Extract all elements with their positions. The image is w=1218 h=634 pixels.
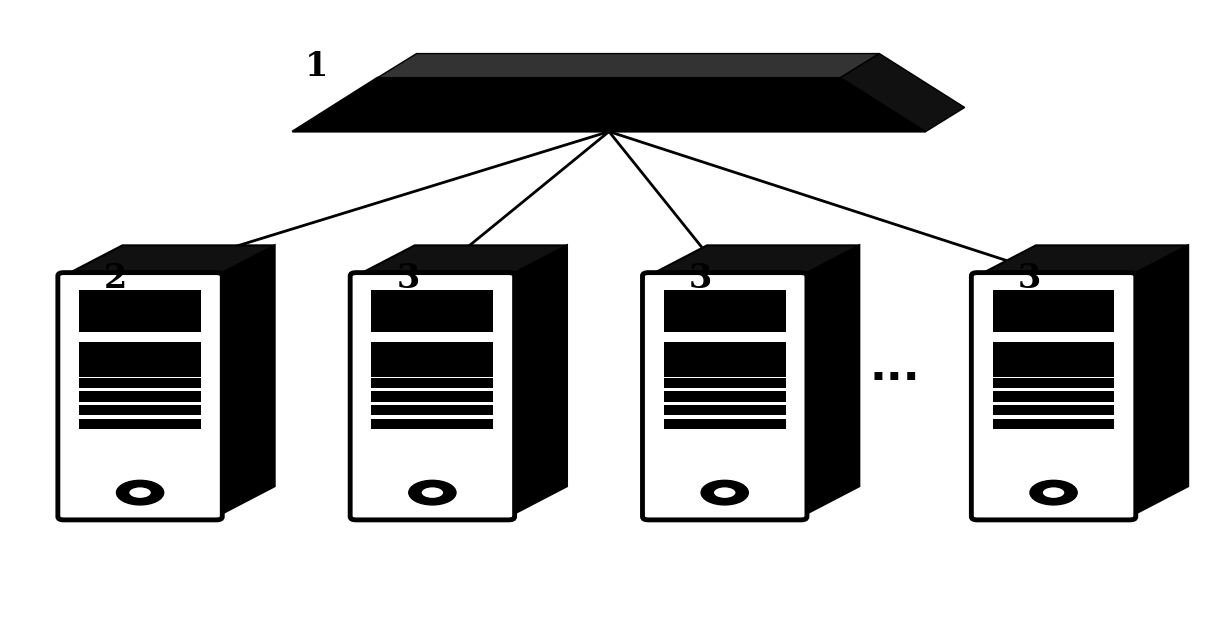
Circle shape xyxy=(1043,487,1065,498)
Circle shape xyxy=(117,481,163,505)
Text: 3: 3 xyxy=(1017,262,1041,295)
Bar xyxy=(664,378,786,388)
Text: ...: ... xyxy=(870,346,921,389)
Polygon shape xyxy=(509,245,566,517)
Bar xyxy=(664,342,786,377)
Bar xyxy=(371,290,493,332)
Circle shape xyxy=(1030,481,1077,505)
Polygon shape xyxy=(217,245,274,517)
Circle shape xyxy=(714,487,736,498)
Bar xyxy=(79,391,201,401)
Bar xyxy=(371,405,493,415)
Bar xyxy=(993,419,1114,429)
Polygon shape xyxy=(356,245,566,276)
Bar xyxy=(371,378,493,388)
Circle shape xyxy=(421,487,443,498)
Bar xyxy=(993,405,1114,415)
Bar xyxy=(993,290,1114,332)
Circle shape xyxy=(702,481,748,505)
Bar xyxy=(79,290,201,332)
Text: 3: 3 xyxy=(688,262,713,295)
FancyBboxPatch shape xyxy=(351,273,514,520)
Text: 2: 2 xyxy=(104,262,128,295)
Polygon shape xyxy=(292,78,926,132)
Polygon shape xyxy=(65,245,274,276)
Bar xyxy=(664,405,786,415)
Bar xyxy=(79,405,201,415)
FancyBboxPatch shape xyxy=(643,273,806,520)
Polygon shape xyxy=(378,54,879,78)
Bar xyxy=(664,419,786,429)
Circle shape xyxy=(409,481,456,505)
Bar xyxy=(371,342,493,377)
FancyBboxPatch shape xyxy=(972,273,1135,520)
Bar xyxy=(79,378,201,388)
Polygon shape xyxy=(977,245,1189,276)
Text: 3: 3 xyxy=(396,262,420,295)
Text: 1: 1 xyxy=(304,50,329,83)
Polygon shape xyxy=(840,54,965,132)
Polygon shape xyxy=(800,245,859,517)
Bar xyxy=(664,290,786,332)
Bar xyxy=(79,419,201,429)
Bar xyxy=(371,419,493,429)
Bar xyxy=(993,391,1114,401)
Bar xyxy=(371,391,493,401)
Polygon shape xyxy=(648,245,859,276)
Bar xyxy=(993,378,1114,388)
Circle shape xyxy=(129,487,151,498)
Bar xyxy=(79,342,201,377)
Bar xyxy=(993,342,1114,377)
Polygon shape xyxy=(1129,245,1189,517)
Bar xyxy=(664,391,786,401)
FancyBboxPatch shape xyxy=(58,273,223,520)
